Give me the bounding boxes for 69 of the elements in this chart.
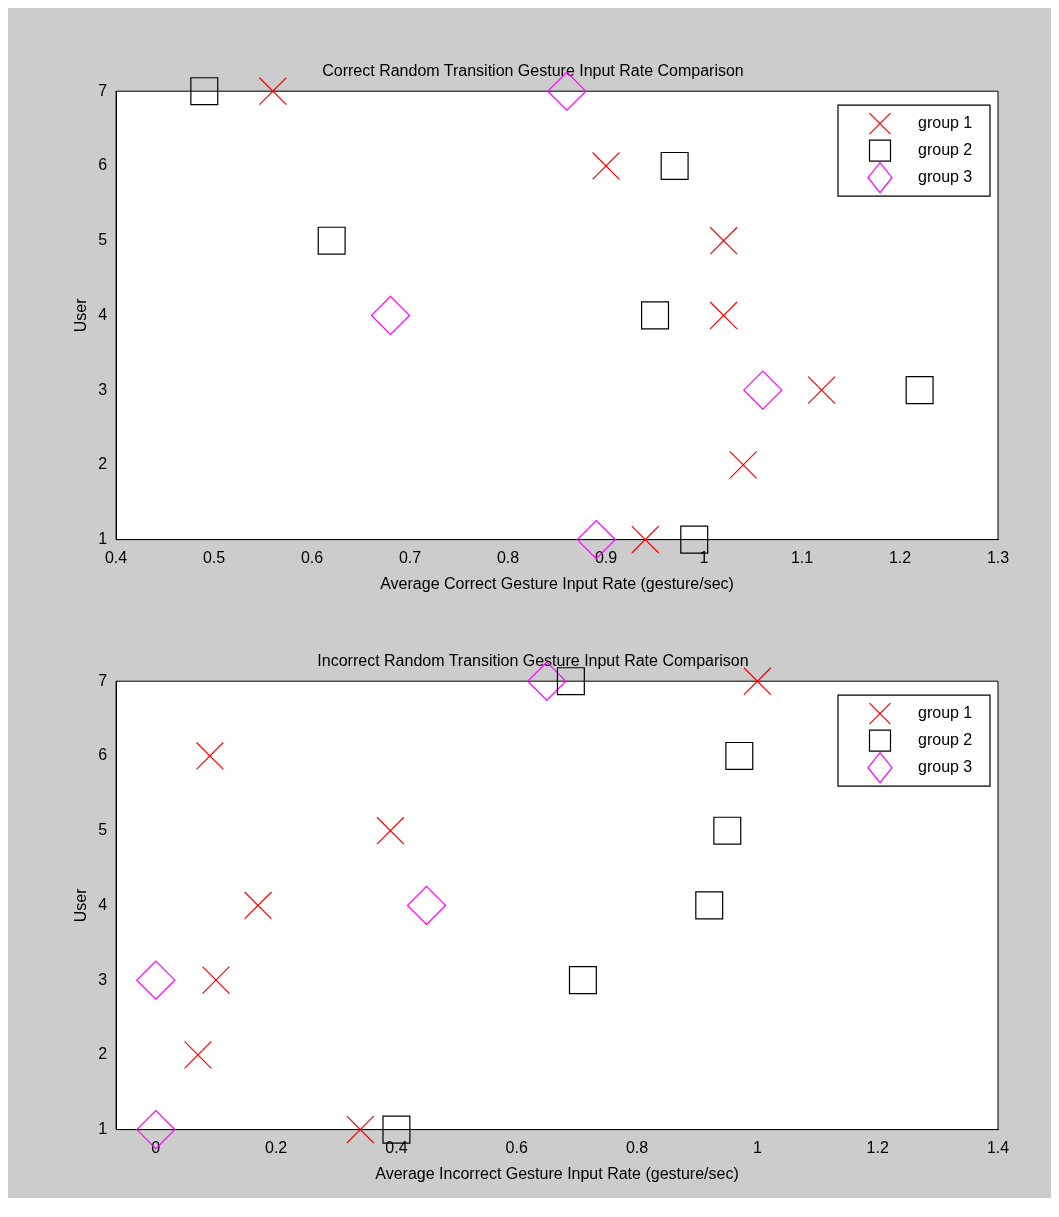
- y-tick-label: 5: [98, 231, 108, 249]
- x-tick-label: 0.5: [202, 548, 226, 566]
- x-tick-label: 0.2: [264, 1138, 288, 1156]
- x-tick-label: 0.8: [496, 548, 520, 566]
- x-tick-label: 0.8: [625, 1138, 649, 1156]
- point: [568, 966, 597, 995]
- y-axis-title: User: [72, 887, 90, 923]
- legend-label: group 3: [918, 168, 973, 186]
- y-tick-label: 4: [98, 895, 108, 913]
- y-tick-label: 4: [98, 305, 108, 323]
- point: [201, 966, 230, 995]
- point: [729, 450, 758, 479]
- x-tick-label: 1: [752, 1138, 762, 1156]
- x-tick-label: 0.9: [594, 548, 618, 566]
- point: [370, 295, 411, 335]
- y-tick-label: 6: [98, 746, 108, 764]
- x-tick-label: 1.1: [790, 548, 814, 566]
- chart-title: Incorrect Random Transition Gesture Input Rate Comparison: [317, 652, 749, 670]
- point: [195, 741, 224, 770]
- legend-label: group 3: [918, 758, 973, 776]
- point: [258, 77, 287, 106]
- point: [743, 667, 772, 696]
- x-tick-label: 1.3: [986, 548, 1010, 566]
- point: [631, 525, 660, 554]
- y-tick-label: 1: [98, 530, 108, 548]
- y-tick-label: 2: [98, 455, 108, 473]
- point: [317, 226, 346, 255]
- y-tick-label: 7: [98, 671, 108, 689]
- y-tick-label: 7: [98, 81, 108, 99]
- point: [376, 816, 405, 845]
- legend-label: group 1: [918, 114, 973, 132]
- legend-label: group 2: [918, 731, 973, 749]
- point: [695, 891, 724, 920]
- point: [183, 1040, 212, 1069]
- point: [641, 301, 670, 330]
- chart-title: Correct Random Transition Gesture Input Rate Comparison: [322, 62, 744, 80]
- x-axis-title: Average Correct Gesture Input Rate (gesture/sec): [380, 574, 734, 592]
- y-axis-title: User: [72, 297, 90, 333]
- point: [713, 816, 742, 845]
- y-tick-label: 3: [98, 970, 108, 988]
- point: [807, 376, 836, 405]
- legend-label: group 1: [918, 704, 973, 722]
- legend-label: group 2: [918, 141, 973, 159]
- point: [905, 376, 934, 405]
- point: [709, 301, 738, 330]
- y-tick-label: 2: [98, 1045, 108, 1063]
- x-tick-label: 0.7: [398, 548, 422, 566]
- x-tick-label: 1.2: [888, 548, 912, 566]
- point: [743, 370, 783, 410]
- x-tick-label: 1.4: [986, 1138, 1010, 1156]
- y-tick-label: 3: [98, 380, 108, 398]
- point: [346, 1115, 375, 1144]
- y-tick-label: 5: [98, 821, 108, 839]
- point: [556, 667, 585, 696]
- x-axis-title: Average Incorrect Gesture Input Rate (gesture/sec): [375, 1164, 739, 1182]
- point: [244, 891, 273, 920]
- point: [406, 885, 447, 925]
- point: [592, 151, 621, 180]
- point: [709, 226, 738, 255]
- y-tick-label: 6: [98, 156, 108, 174]
- point: [725, 741, 754, 770]
- x-tick-label: 0.6: [505, 1138, 528, 1156]
- x-tick-label: 0.4: [104, 548, 128, 566]
- point: [660, 151, 689, 180]
- x-tick-label: 1.2: [866, 1138, 889, 1156]
- point: [136, 960, 176, 1000]
- point: [190, 77, 219, 106]
- x-tick-label: 0.6: [300, 548, 324, 566]
- y-tick-label: 1: [98, 1120, 108, 1138]
